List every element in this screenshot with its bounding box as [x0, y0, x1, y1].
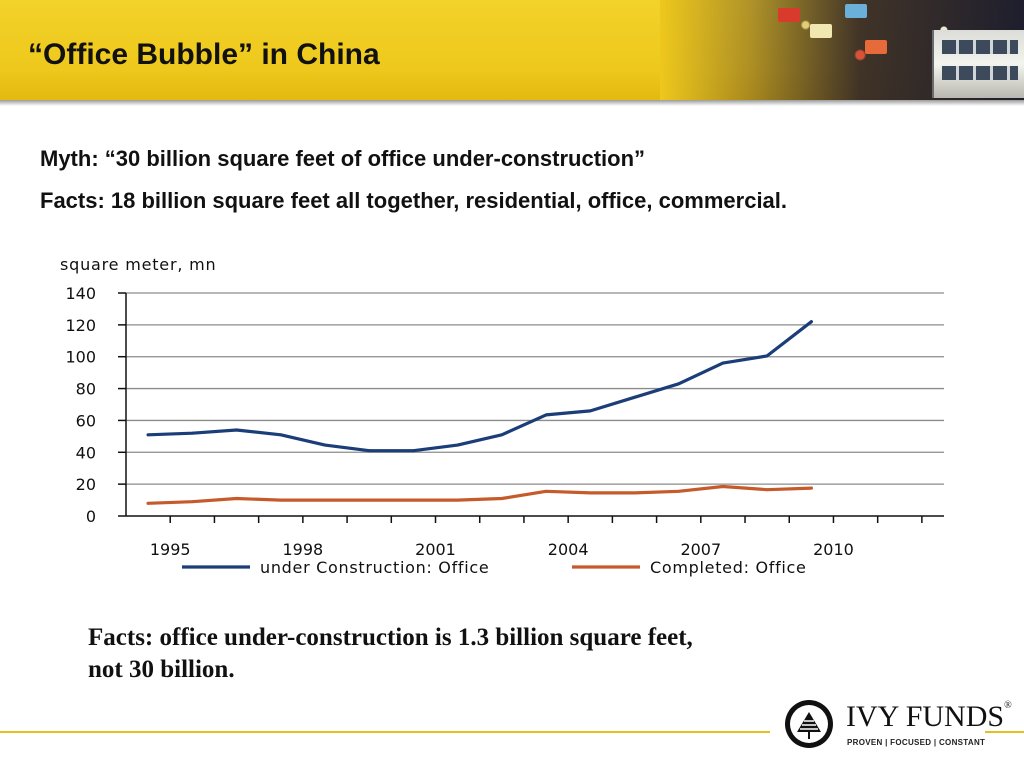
data-point	[412, 498, 415, 502]
data-point	[633, 491, 636, 495]
data-point	[279, 498, 283, 502]
y-tick-label: 60	[76, 411, 96, 430]
data-point	[809, 320, 813, 324]
data-point	[323, 498, 327, 502]
data-point	[765, 488, 769, 492]
data-point	[456, 443, 460, 447]
data-point	[721, 485, 725, 488]
y-axis: 0 20 40 60 80 100 120 140	[65, 284, 127, 526]
data-point	[367, 449, 371, 453]
y-axis-label: square meter, mn	[60, 255, 216, 274]
data-point	[588, 409, 592, 413]
header-city-photo	[660, 0, 1024, 100]
y-tick-label: 100	[65, 348, 96, 367]
conclusion-note: Facts: office under-construction is 1.3 …	[88, 622, 693, 686]
y-tick-label: 20	[76, 475, 96, 494]
legend-label: Completed: Office	[650, 558, 807, 577]
registered-mark: ®	[1004, 700, 1012, 711]
data-point	[235, 497, 238, 500]
logo-name-text: IVY FUNDS	[846, 700, 1005, 733]
data-point	[500, 433, 504, 437]
series-line-completed	[146, 484, 813, 505]
y-tick-label: 140	[65, 284, 96, 303]
neon-sign	[845, 4, 867, 18]
gridlines	[126, 292, 944, 485]
data-point	[146, 501, 150, 505]
x-tick-label: 1998	[283, 540, 324, 559]
x-tick-label: 2001	[415, 540, 456, 559]
logo-tagline: PROVEN | FOCUSED | CONSTANT	[847, 738, 986, 747]
data-point	[544, 489, 548, 493]
data-point	[765, 354, 769, 358]
y-tick-label: 40	[76, 443, 96, 462]
x-axis: 1995 1998 2001 2004 2007 2010	[126, 515, 944, 559]
x-tick-label: 2004	[548, 540, 589, 559]
legend: under Construction: Office Completed: Off…	[182, 558, 807, 577]
myth-statement: Myth: “30 billion square feet of office …	[40, 146, 646, 171]
x-tick-label: 1995	[150, 540, 191, 559]
logo-wordmark: IVY FUNDS®	[846, 700, 1012, 734]
data-point	[809, 486, 813, 490]
line-chart: square meter, mn 0 20 40 60 80 100 120 140 1995…	[60, 255, 944, 577]
y-tick-label: 120	[65, 316, 96, 335]
data-point	[721, 361, 725, 365]
data-point	[146, 433, 150, 437]
data-point	[677, 489, 681, 493]
neon-sign	[865, 40, 887, 54]
data-point	[412, 449, 415, 453]
data-point	[190, 431, 194, 435]
y-tick-label: 80	[76, 380, 96, 399]
neon-sign	[810, 24, 832, 38]
ivy-funds-logo-icon	[785, 700, 833, 748]
footer-rule	[0, 731, 770, 733]
y-tick-label: 0	[86, 507, 96, 526]
neon-sign	[778, 8, 800, 22]
data-point	[633, 395, 636, 399]
data-point	[456, 498, 460, 502]
x-tick-label: 2010	[813, 540, 854, 559]
series-line-under-construction	[146, 320, 813, 453]
data-point	[279, 433, 283, 437]
data-point	[588, 491, 592, 495]
series-lines	[146, 320, 813, 505]
facts-statement: Facts: 18 billion square feet all togeth…	[40, 188, 788, 213]
legend-label: under Construction: Office	[260, 558, 489, 577]
data-point	[190, 500, 194, 504]
data-point	[235, 428, 238, 432]
conclusion-line-1: Facts: office under-construction is 1.3 …	[88, 624, 693, 651]
data-point	[677, 382, 681, 386]
header-shadow	[0, 100, 1024, 106]
footer-rule-right	[985, 731, 1024, 733]
double-decker-bus	[932, 30, 1024, 98]
data-point	[323, 443, 327, 447]
conclusion-line-2: not 30 billion.	[88, 656, 235, 683]
slide-title: “Office Bubble” in China	[28, 38, 380, 71]
data-point	[544, 413, 548, 417]
data-point	[367, 498, 371, 502]
data-point	[500, 497, 504, 500]
x-tick-label: 2007	[680, 540, 721, 559]
